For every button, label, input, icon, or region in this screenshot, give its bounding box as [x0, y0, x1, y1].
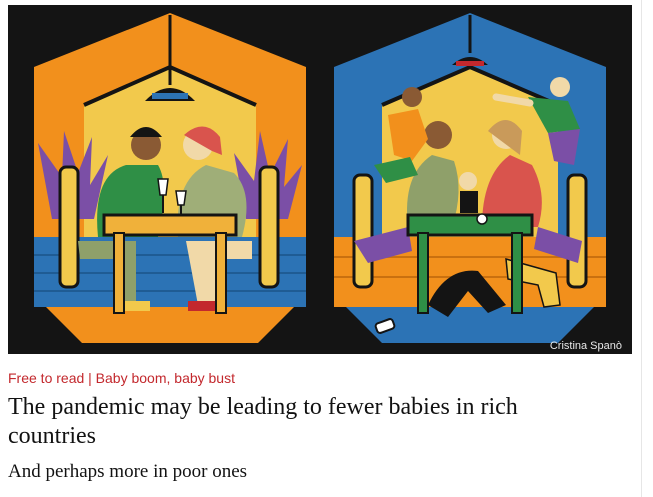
article-card[interactable]: Cristina Spanò Free to read | Baby boom,… [8, 5, 632, 484]
scroll-edge [641, 0, 642, 497]
article-kicker[interactable]: Free to read | Baby boom, baby bust [8, 370, 235, 386]
article-headline[interactable]: The pandemic may be leading to fewer bab… [8, 394, 518, 449]
left-scene [34, 13, 306, 343]
article-illustration[interactable]: Cristina Spanò [8, 5, 632, 354]
article-subheadline: And perhaps more in poor ones [8, 461, 248, 482]
image-credit: Cristina Spanò [550, 340, 622, 352]
right-scene [334, 13, 606, 343]
